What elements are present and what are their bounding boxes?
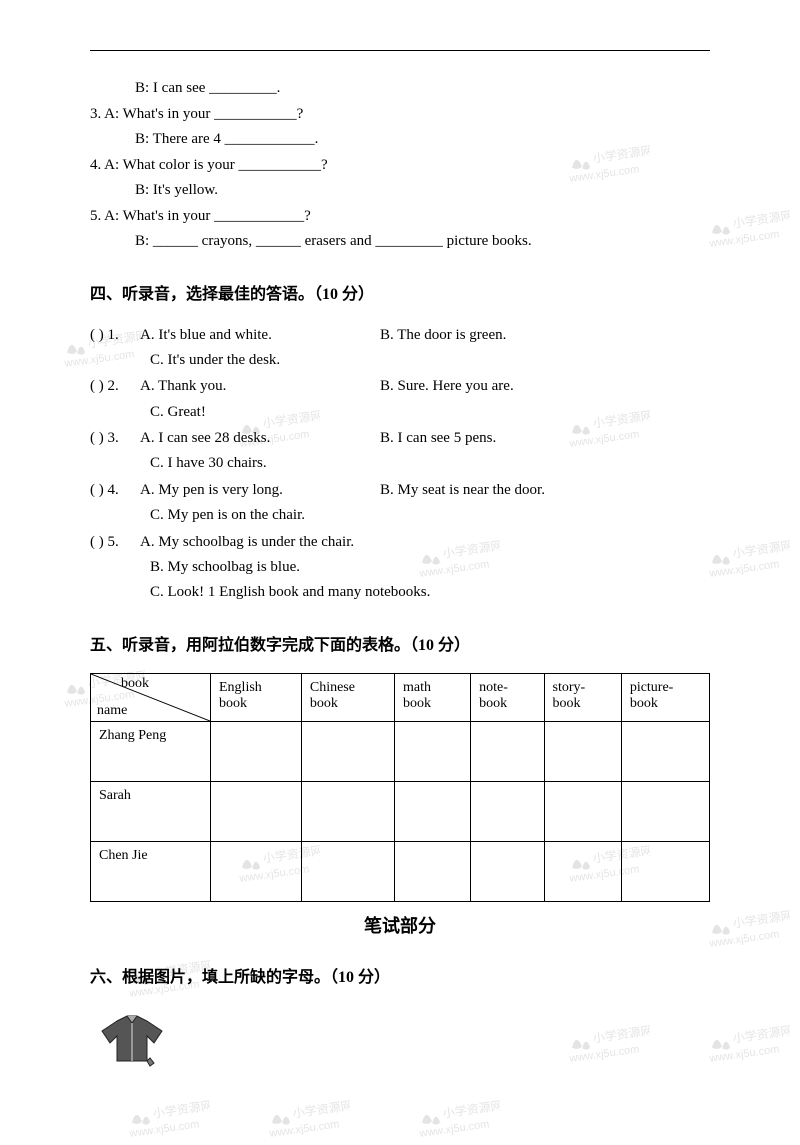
table-cell [211, 781, 302, 841]
section5-table: book name English book Chinese book math… [90, 673, 710, 902]
option-c: C. My pen is on the chair. [90, 503, 710, 529]
table-cell [621, 841, 709, 901]
fill-q4a: 4. A: What color is your ___________? [90, 153, 710, 179]
table-row: Zhang Peng [91, 721, 710, 781]
row-name: Sarah [91, 781, 211, 841]
option-a: A. Thank you. [140, 378, 226, 394]
option-b: B. My schoolbag is blue. [90, 555, 710, 581]
table-header-diagonal: book name [91, 673, 211, 721]
fill-q3b: B: There are 4 ____________. [90, 127, 710, 153]
table-cell [544, 781, 621, 841]
table-cell [301, 781, 394, 841]
option-a: A. My pen is very long. [140, 482, 283, 498]
table-row: Sarah [91, 781, 710, 841]
page-container: B: I can see _________. 3. A: What's in … [0, 0, 800, 1116]
table-cell [211, 841, 302, 901]
section6-title: 六、根据图片，填上所缺的字母。（10 分） [90, 963, 710, 987]
col-english: English book [211, 673, 302, 721]
table-cell [621, 781, 709, 841]
header-book-label: book [121, 676, 149, 692]
option-b: B. My seat is near the door. [380, 477, 545, 503]
option-b: B. I can see 5 pens. [380, 425, 496, 451]
col-chinese: Chinese book [301, 673, 394, 721]
table-cell [211, 721, 302, 781]
option-b: B. Sure. Here you are. [380, 373, 514, 399]
header-name-label: name [97, 703, 127, 719]
table-header-row: book name English book Chinese book math… [91, 673, 710, 721]
table-cell [621, 721, 709, 781]
written-part-heading: 笔试部分 [90, 912, 710, 938]
option-c: C. Look! 1 English book and many noteboo… [90, 580, 710, 606]
col-storybook: story-book [544, 673, 621, 721]
fill-q5a: 5. A: What's in your ____________? [90, 204, 710, 230]
table-cell [544, 721, 621, 781]
table-row: Chen Jie [91, 841, 710, 901]
table-cell [301, 721, 394, 781]
option-a: A. It's blue and white. [140, 327, 272, 343]
question-row: ( ) 5.A. My schoolbag is under the chair… [90, 529, 710, 555]
option-a: A. I can see 28 desks. [140, 430, 270, 446]
fill-q3a: 3. A: What's in your ___________? [90, 102, 710, 128]
table-cell [301, 841, 394, 901]
section4-list: ( ) 1.A. It's blue and white. B. The door… [90, 322, 710, 606]
table-cell [471, 721, 544, 781]
table-cell [471, 781, 544, 841]
section4-title: 四、听录音，选择最佳的答语。（10 分） [90, 280, 710, 304]
question-row: ( ) 2.A. Thank you. B. Sure. Here you are… [90, 373, 710, 399]
table-cell [471, 841, 544, 901]
question-paren: ( ) 3. [90, 425, 140, 451]
svg-text:www.xj5u.com: www.xj5u.com [418, 1118, 490, 1140]
question-paren: ( ) 5. [90, 529, 140, 555]
table-cell [395, 841, 471, 901]
option-c: C. I have 30 chairs. [90, 451, 710, 477]
top-rule [90, 50, 710, 51]
col-math: math book [395, 673, 471, 721]
svg-text:www.xj5u.com: www.xj5u.com [128, 1118, 200, 1140]
col-picturebook: picture-book [621, 673, 709, 721]
option-c: C. Great! [90, 400, 710, 426]
question-paren: ( ) 4. [90, 477, 140, 503]
row-name: Chen Jie [91, 841, 211, 901]
col-notebook: note-book [471, 673, 544, 721]
fill-q2b: B: I can see _________. [90, 76, 710, 102]
row-name: Zhang Peng [91, 721, 211, 781]
question-row: ( ) 4.A. My pen is very long. B. My seat … [90, 477, 710, 503]
option-b: B. The door is green. [380, 322, 506, 348]
svg-text:www.xj5u.com: www.xj5u.com [268, 1118, 340, 1140]
question-paren: ( ) 2. [90, 373, 140, 399]
question-paren: ( ) 1. [90, 322, 140, 348]
section5-title: 五、听录音，用阿拉伯数字完成下面的表格。（10 分） [90, 631, 710, 655]
table-cell [395, 721, 471, 781]
question-row: ( ) 1.A. It's blue and white. B. The door… [90, 322, 710, 348]
option-c: C. It's under the desk. [90, 348, 710, 374]
jacket-icon [92, 1011, 172, 1071]
fill-q4b: B: It's yellow. [90, 178, 710, 204]
option-a: A. My schoolbag is under the chair. [140, 534, 354, 550]
question-row: ( ) 3.A. I can see 28 desks. B. I can see… [90, 425, 710, 451]
fill-q5b: B: ______ crayons, ______ erasers and __… [90, 229, 710, 255]
table-cell [395, 781, 471, 841]
table-cell [544, 841, 621, 901]
